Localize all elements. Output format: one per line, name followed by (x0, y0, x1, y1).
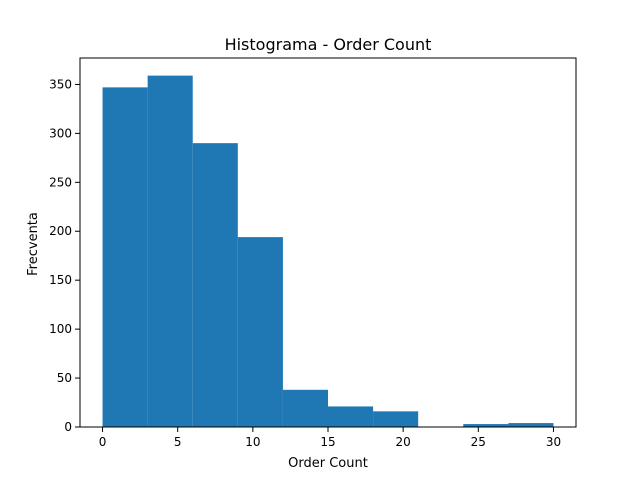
y-axis-ticks: 0 50 100 150 200 250 300 350 (49, 77, 80, 434)
x-tick-label: 15 (320, 435, 335, 449)
y-tick-label: 100 (49, 322, 72, 336)
plot-frame (79, 57, 577, 428)
x-tick-label: 20 (396, 435, 411, 449)
y-tick-label: 350 (49, 77, 72, 91)
histogram-bar-9 (508, 423, 554, 427)
histogram-bar-2 (192, 143, 238, 427)
x-tick-label: 25 (471, 435, 486, 449)
x-axis-label: Order Count (288, 456, 368, 471)
x-tick-label: 10 (245, 435, 260, 449)
histogram-bar-8 (463, 424, 509, 427)
y-tick-label: 250 (49, 175, 72, 189)
y-tick-label: 300 (49, 126, 72, 140)
x-axis-ticks: 0 5 10 15 20 25 30 (99, 427, 561, 449)
histogram-bar-1 (147, 75, 193, 427)
x-tick-label: 5 (174, 435, 182, 449)
y-axis-label: Frecventa (26, 212, 41, 276)
y-tick-label: 150 (49, 273, 72, 287)
y-tick-label: 200 (49, 224, 72, 238)
chart-title: Histograma - Order Count (225, 35, 432, 54)
y-tick-label: 50 (57, 371, 72, 385)
histogram-bar-3 (237, 237, 283, 427)
histogram-bar-0 (102, 87, 148, 427)
histogram-bar-5 (328, 406, 374, 427)
histogram-bar-6 (373, 411, 419, 427)
bars-group (102, 75, 554, 427)
histogram-bar-4 (282, 389, 328, 427)
x-tick-label: 0 (99, 435, 107, 449)
x-tick-label: 30 (546, 435, 561, 449)
y-tick-label: 0 (64, 420, 72, 434)
